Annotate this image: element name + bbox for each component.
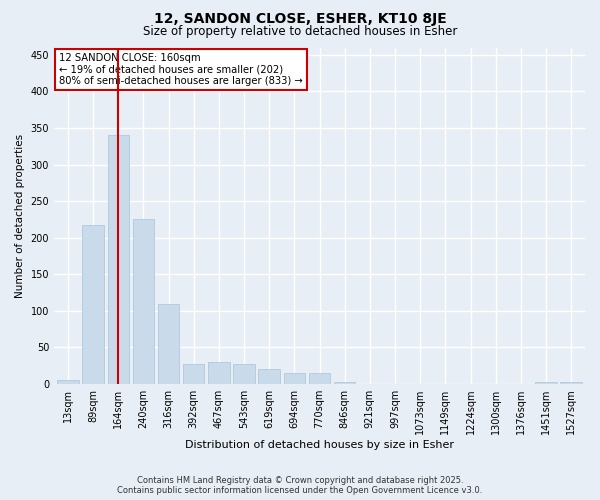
Bar xyxy=(208,362,230,384)
Bar xyxy=(259,370,280,384)
Bar xyxy=(82,224,104,384)
Bar xyxy=(284,373,305,384)
Bar xyxy=(107,136,129,384)
Text: Contains HM Land Registry data © Crown copyright and database right 2025.
Contai: Contains HM Land Registry data © Crown c… xyxy=(118,476,482,495)
Text: 12, SANDON CLOSE, ESHER, KT10 8JE: 12, SANDON CLOSE, ESHER, KT10 8JE xyxy=(154,12,446,26)
Text: 12 SANDON CLOSE: 160sqm
← 19% of detached houses are smaller (202)
80% of semi-d: 12 SANDON CLOSE: 160sqm ← 19% of detache… xyxy=(59,52,303,86)
Bar xyxy=(334,382,355,384)
Bar xyxy=(158,304,179,384)
Bar xyxy=(233,364,255,384)
Y-axis label: Number of detached properties: Number of detached properties xyxy=(15,134,25,298)
Bar xyxy=(535,382,557,384)
Bar xyxy=(57,380,79,384)
Bar xyxy=(309,373,330,384)
X-axis label: Distribution of detached houses by size in Esher: Distribution of detached houses by size … xyxy=(185,440,454,450)
Text: Size of property relative to detached houses in Esher: Size of property relative to detached ho… xyxy=(143,25,457,38)
Bar xyxy=(183,364,205,384)
Bar xyxy=(560,382,582,384)
Bar xyxy=(133,220,154,384)
